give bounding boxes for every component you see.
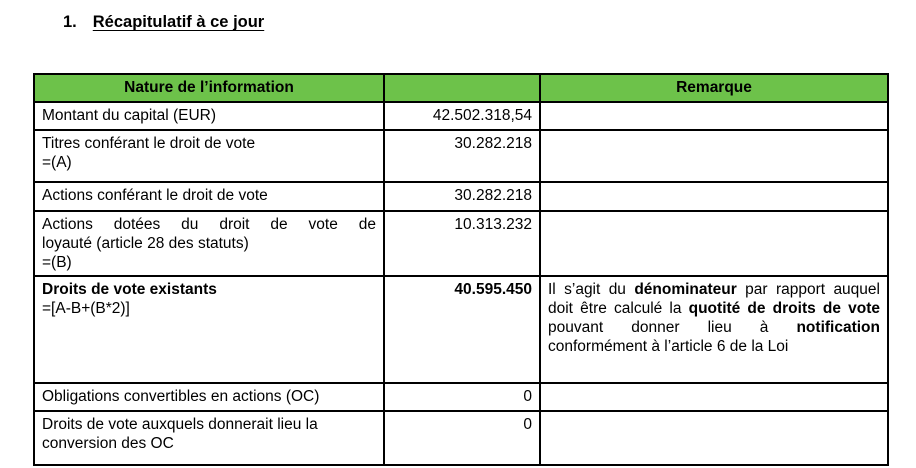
header-cell-value: [383, 73, 541, 103]
row-label-line: loyauté (article 28 des statuts): [42, 235, 249, 252]
row-value-cell: 0: [383, 382, 541, 412]
row-remark-cell: [539, 181, 889, 212]
table-row: Actions dotées du droit de vote de loyau…: [33, 210, 889, 277]
row-label-line: Droits de vote auxquels donnerait lieu l…: [42, 416, 318, 433]
remark-segment: par rapport auquel doit être calculé la: [548, 281, 880, 317]
recap-table: Nature de l’information Remarque Montant…: [33, 73, 889, 466]
row-label-line: =(B): [42, 254, 72, 271]
row-remark-cell: [539, 382, 889, 412]
row-label-line: =[A-B+(B*2)]: [42, 300, 130, 317]
table-row: Obligations convertibles en actions (OC)…: [33, 382, 889, 412]
table-row: Titres conférant le droit de vote =(A) 3…: [33, 129, 889, 183]
row-remark-cell: [539, 101, 889, 131]
row-label-line: Montant du capital (EUR): [42, 107, 217, 124]
header-cell-remarque: Remarque: [539, 73, 889, 103]
page-title-text: Récapitulatif à ce jour: [92, 13, 265, 31]
row-label-line: Titres conférant le droit de vote: [42, 135, 256, 152]
row-label-line: =(A): [42, 154, 72, 171]
row-label-line: Obligations convertibles en actions (OC): [42, 388, 320, 405]
row-label-cell: Titres conférant le droit de vote =(A): [33, 129, 385, 183]
table-row: Droits de vote existants =[A-B+(B*2)] 40…: [33, 275, 889, 384]
row-remark-cell: [539, 129, 889, 183]
table-row: Actions conférant le droit de vote 30.28…: [33, 181, 889, 212]
row-label-cell: Actions dotées du droit de vote de loyau…: [33, 210, 385, 277]
row-remark-cell: Il s’agit du dénominateur par rapport au…: [539, 275, 889, 384]
row-label-cell: Droits de vote existants =[A-B+(B*2)]: [33, 275, 385, 384]
table-row: Montant du capital (EUR) 42.502.318,54: [33, 101, 889, 131]
row-label-line: Actions conférant le droit de vote: [42, 187, 268, 204]
row-remark-cell: [539, 210, 889, 277]
row-label-cell: Actions conférant le droit de vote: [33, 181, 385, 212]
remark-segment: Il s’agit du: [548, 281, 635, 298]
remark-segment: dénominateur: [634, 281, 737, 298]
header-cell-nature: Nature de l’information: [33, 73, 385, 103]
row-value-cell: 42.502.318,54: [383, 101, 541, 131]
row-value-cell: 30.282.218: [383, 181, 541, 212]
row-value-cell: 30.282.218: [383, 129, 541, 183]
table-row: Droits de vote auxquels donnerait lieu l…: [33, 410, 889, 466]
row-value-cell: 40.595.450: [383, 275, 541, 384]
remark-segment: quotité de droits de vote: [688, 300, 880, 317]
row-remark-cell: [539, 410, 889, 466]
table-header-row: Nature de l’information Remarque: [33, 73, 889, 103]
row-label-line: Droits de vote existants: [42, 281, 217, 298]
row-value-cell: 10.313.232: [383, 210, 541, 277]
remark-segment: conformément à l’article 6 de la Loi: [548, 338, 789, 355]
remark-segment: notification: [796, 319, 880, 336]
page-title: 1. Récapitulatif à ce jour: [63, 13, 264, 32]
row-label-cell: Obligations convertibles en actions (OC): [33, 382, 385, 412]
page-title-number: 1.: [63, 13, 77, 31]
row-label-line: conversion des OC: [42, 435, 174, 452]
remark-text: Il s’agit du dénominateur par rapport au…: [548, 280, 880, 356]
row-value-cell: 0: [383, 410, 541, 466]
row-label-cell: Montant du capital (EUR): [33, 101, 385, 131]
row-label-cell: Droits de vote auxquels donnerait lieu l…: [33, 410, 385, 466]
row-label-line: Actions dotées du droit de vote de: [42, 216, 376, 233]
remark-segment: pouvant donner lieu à: [548, 319, 797, 336]
